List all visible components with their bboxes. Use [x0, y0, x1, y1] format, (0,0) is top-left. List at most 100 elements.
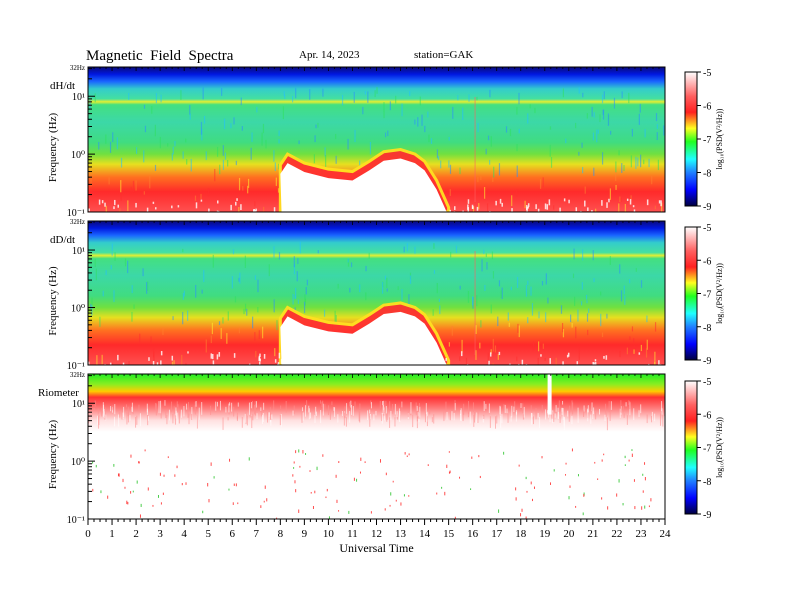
texture-streak — [152, 348, 155, 358]
texture-streak — [219, 400, 221, 411]
speckle — [296, 355, 299, 362]
texture-streak — [103, 411, 105, 416]
spectrogram-2 — [88, 374, 665, 519]
texture-streak — [306, 279, 308, 286]
texture-streak — [194, 405, 196, 410]
texture-streak — [123, 406, 125, 417]
y-axis-label: Frequency (Hz) — [47, 113, 59, 183]
texture-streak — [539, 417, 541, 428]
texture-streak — [489, 416, 491, 428]
texture-streak — [130, 186, 132, 193]
speckle — [332, 355, 335, 358]
speckle — [276, 517, 278, 519]
speckle — [404, 206, 407, 211]
texture-streak — [247, 185, 249, 194]
texture-streak — [118, 414, 120, 427]
texture-streak — [427, 111, 429, 118]
x-tick-label: 22 — [611, 528, 622, 540]
speckle — [634, 506, 636, 510]
speckle — [278, 352, 281, 359]
speckle — [454, 206, 456, 210]
y-axis-label: Frequency (Hz) — [47, 266, 59, 336]
texture-streak — [538, 341, 540, 352]
texture-streak — [271, 414, 273, 419]
texture-streak — [282, 106, 284, 120]
texture-streak — [547, 410, 549, 414]
speckle — [472, 206, 474, 209]
texture-streak — [448, 136, 450, 141]
texture-streak — [631, 128, 633, 137]
speckle — [646, 199, 649, 206]
texture-streak — [465, 357, 468, 365]
texture-streak — [205, 151, 207, 161]
x-tick-label: 0 — [85, 528, 91, 540]
texture-streak — [291, 95, 294, 103]
speckle — [644, 505, 646, 509]
texture-streak — [523, 406, 525, 418]
colorbar-tick-label: -5 — [703, 377, 711, 388]
texture-streak — [345, 417, 347, 427]
speckle — [130, 491, 132, 494]
texture-streak — [610, 130, 612, 135]
texture-streak — [293, 256, 295, 268]
speckle — [109, 362, 112, 365]
texture-streak — [483, 414, 485, 419]
texture-streak — [486, 203, 489, 212]
x-tick-label: 15 — [443, 528, 455, 540]
speckle — [181, 483, 183, 486]
texture-streak — [155, 93, 158, 104]
x-tick-label: 2 — [133, 528, 139, 540]
texture-streak — [324, 147, 326, 157]
texture-streak — [500, 290, 502, 299]
texture-streak — [477, 177, 479, 183]
texture-streak — [350, 262, 353, 268]
speckle — [298, 509, 300, 513]
speckle — [298, 449, 300, 453]
texture-streak — [162, 327, 164, 336]
speckle — [563, 198, 566, 202]
texture-streak — [511, 405, 513, 418]
texture-streak — [412, 414, 414, 428]
speckle — [644, 462, 646, 465]
speckle — [392, 480, 394, 483]
texture-streak — [304, 298, 306, 306]
speckle — [537, 208, 540, 212]
texture-streak — [95, 268, 97, 281]
texture-streak — [195, 284, 197, 298]
colorbar-tick-label: -9 — [703, 356, 711, 367]
texture-streak — [416, 411, 418, 422]
y-axis-label: Frequency (Hz) — [47, 420, 59, 490]
speckle — [146, 207, 149, 212]
texture-streak — [394, 403, 396, 415]
texture-streak — [535, 408, 537, 420]
speckle — [310, 491, 312, 494]
texture-streak — [416, 416, 418, 429]
texture-streak — [191, 413, 193, 420]
texture-streak — [255, 404, 257, 416]
speckle — [633, 209, 636, 212]
speckle — [263, 353, 266, 359]
texture-streak — [657, 159, 659, 171]
texture-streak — [139, 413, 141, 427]
texture-streak — [121, 411, 123, 420]
speckle — [216, 354, 219, 360]
texture-streak — [381, 412, 383, 424]
texture-streak — [257, 279, 259, 293]
texture-streak — [382, 405, 384, 415]
texture-streak — [619, 408, 621, 418]
speckle — [408, 353, 410, 360]
speckle — [338, 461, 340, 464]
texture-streak — [160, 94, 162, 103]
texture-streak — [497, 316, 499, 327]
texture-streak — [577, 407, 579, 416]
y-tick-label: 10⁻¹ — [67, 515, 85, 526]
speckle — [364, 461, 366, 464]
texture-streak — [489, 159, 491, 165]
speckle — [235, 201, 237, 206]
texture-streak — [490, 349, 492, 354]
texture-streak — [663, 416, 665, 427]
speckle — [565, 474, 567, 476]
speckle — [525, 516, 527, 519]
speckle — [314, 490, 316, 494]
texture-streak — [198, 407, 200, 420]
